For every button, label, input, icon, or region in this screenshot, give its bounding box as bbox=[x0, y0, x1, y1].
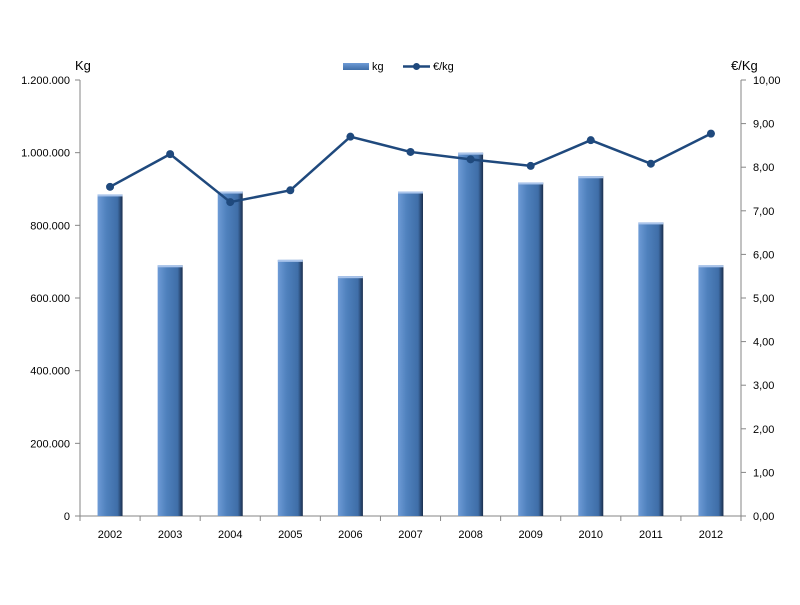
bar bbox=[157, 265, 183, 516]
legend-price-label: €/kg bbox=[433, 61, 454, 73]
left-tick-label: 1.200.000 bbox=[21, 75, 70, 87]
bar bbox=[698, 265, 724, 516]
bar-highlight bbox=[638, 222, 664, 225]
price-point bbox=[106, 182, 115, 191]
left-axis-ticks: 0 200.000 400.000 600.000 800.000 1.000.000 1.… bbox=[21, 75, 80, 523]
bar bbox=[277, 259, 303, 516]
bar bbox=[518, 182, 544, 516]
x-tick-label: 2008 bbox=[458, 529, 482, 541]
left-tick-label: 600.000 bbox=[30, 293, 70, 305]
x-tick-label: 2011 bbox=[639, 529, 663, 541]
right-tick-label: 6,00 bbox=[753, 249, 774, 261]
legend-price-marker bbox=[413, 63, 420, 70]
price-point bbox=[526, 161, 535, 170]
left-tick-label: 400.000 bbox=[30, 366, 70, 378]
bar bbox=[97, 194, 123, 516]
legend: kg €/kg bbox=[343, 61, 454, 73]
left-axis-title: Kg bbox=[75, 58, 91, 73]
price-point bbox=[346, 132, 355, 141]
bar bbox=[398, 191, 423, 516]
x-axis-ticks: 2002 2003 2004 2005 2006 2007 2008 2009 2010 2011… bbox=[79, 516, 742, 541]
right-tick-label: 2,00 bbox=[753, 424, 774, 436]
bar-series bbox=[97, 152, 724, 517]
bar bbox=[578, 176, 604, 517]
legend-kg-swatch bbox=[343, 63, 369, 70]
bar-highlight bbox=[217, 191, 243, 194]
price-point bbox=[166, 150, 175, 159]
bar-highlight bbox=[97, 194, 123, 197]
right-tick-label: 10,00 bbox=[753, 75, 781, 87]
bar-highlight bbox=[398, 191, 423, 194]
right-axis-title: €/Kg bbox=[731, 58, 758, 73]
left-tick-label: 800.000 bbox=[30, 220, 70, 232]
x-tick-label: 2009 bbox=[518, 529, 542, 541]
x-tick-label: 2002 bbox=[98, 529, 122, 541]
x-tick-label: 2012 bbox=[699, 529, 723, 541]
right-tick-label: 4,00 bbox=[753, 337, 774, 349]
x-tick-label: 2007 bbox=[398, 529, 422, 541]
bar bbox=[638, 222, 664, 516]
right-tick-label: 0,00 bbox=[753, 511, 774, 523]
x-tick-label: 2005 bbox=[278, 529, 302, 541]
right-tick-label: 5,00 bbox=[753, 293, 774, 305]
price-point bbox=[706, 129, 715, 138]
right-tick-label: 7,00 bbox=[753, 206, 774, 218]
right-tick-label: 3,00 bbox=[753, 380, 774, 392]
price-point bbox=[286, 186, 295, 195]
bar-highlight bbox=[157, 265, 183, 268]
right-tick-label: 9,00 bbox=[753, 119, 774, 131]
right-axis-ticks: 0,00 1,00 2,00 3,00 4,00 5,00 6,00 7,00 8,00 9,00… bbox=[741, 75, 781, 523]
legend-kg-label: kg bbox=[372, 61, 384, 73]
left-tick-label: 200.000 bbox=[30, 438, 70, 450]
bar-highlight bbox=[458, 152, 484, 155]
x-tick-label: 2010 bbox=[579, 529, 603, 541]
price-point bbox=[226, 198, 235, 207]
bar-highlight bbox=[277, 259, 303, 262]
x-tick-label: 2004 bbox=[218, 529, 242, 541]
bar bbox=[337, 276, 363, 516]
bar bbox=[458, 152, 484, 516]
left-tick-label: 0 bbox=[64, 511, 70, 523]
right-tick-label: 8,00 bbox=[753, 162, 774, 174]
bar-highlight bbox=[698, 265, 724, 268]
bar-highlight bbox=[518, 182, 544, 185]
price-point bbox=[406, 147, 415, 156]
price-point bbox=[466, 155, 475, 164]
x-tick-label: 2003 bbox=[158, 529, 182, 541]
x-tick-label: 2006 bbox=[338, 529, 362, 541]
price-point bbox=[646, 159, 655, 168]
line-series bbox=[106, 129, 715, 207]
right-tick-label: 1,00 bbox=[753, 467, 774, 479]
price-point bbox=[586, 136, 595, 145]
bar-highlight bbox=[578, 176, 604, 179]
bar-highlight bbox=[337, 276, 363, 279]
bar bbox=[217, 191, 243, 516]
left-tick-label: 1.000.000 bbox=[21, 148, 70, 160]
